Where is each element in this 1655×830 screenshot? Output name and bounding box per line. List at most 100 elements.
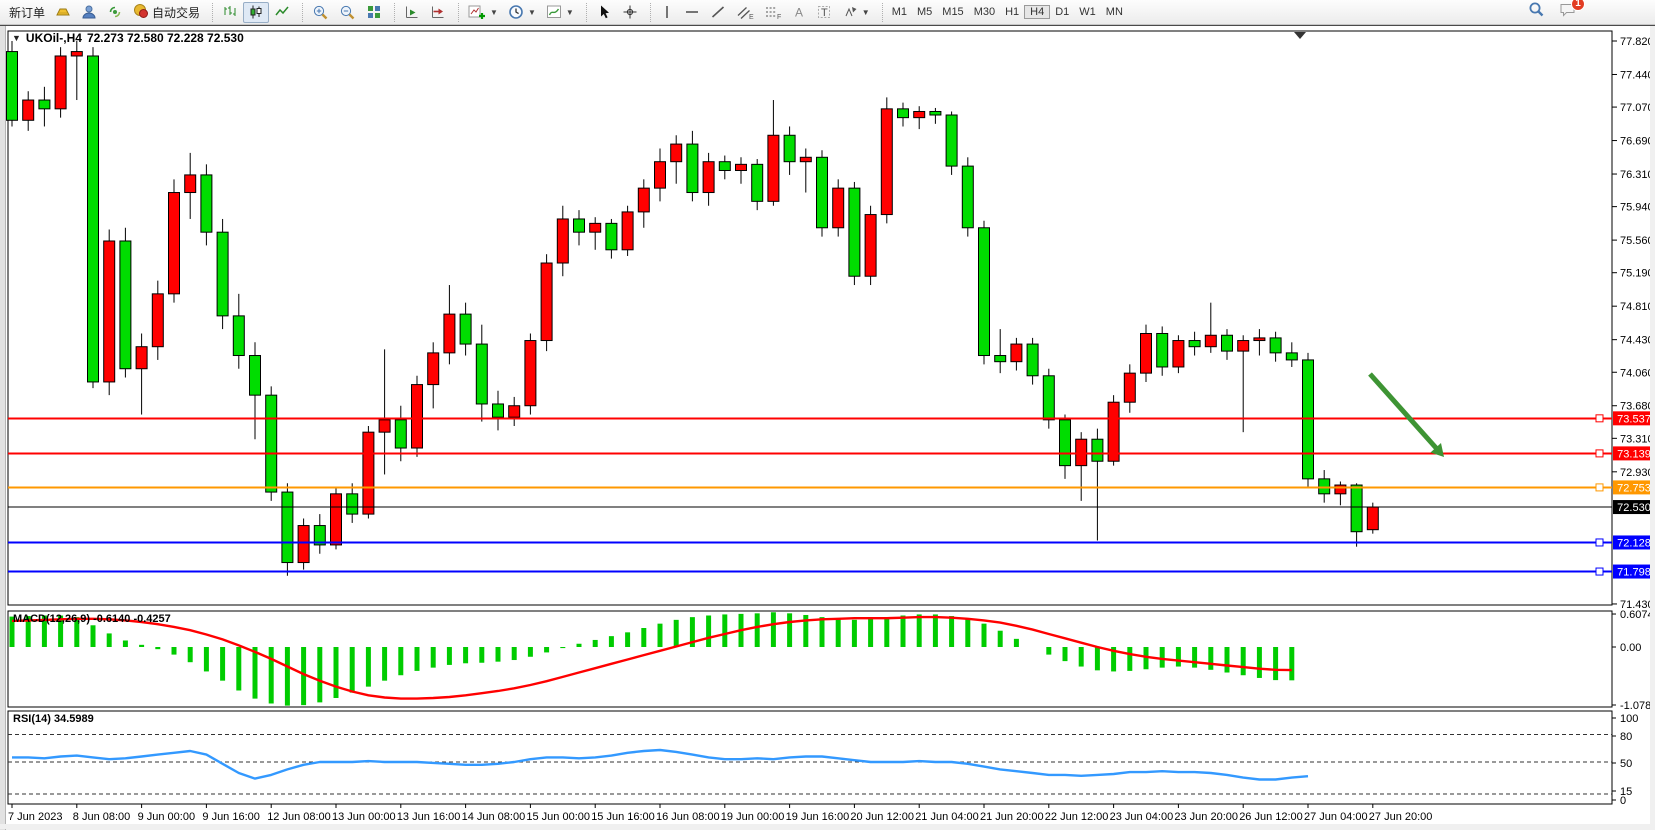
rsi-line bbox=[12, 748, 1309, 781]
time-axis[interactable]: 7 Jun 2023 8 Jun 08:00 9 Jun 00:00 9 Jun 16… bbox=[8, 804, 1432, 823]
svg-text:0.00: 0.00 bbox=[1620, 642, 1641, 654]
chevron-down-icon: ▼ bbox=[527, 7, 536, 17]
channel-tool-icon[interactable]: E bbox=[731, 2, 759, 23]
svg-text:72.930: 72.930 bbox=[1620, 467, 1654, 479]
svg-text:E: E bbox=[749, 14, 754, 20]
price-line-badge: 73.537 bbox=[1613, 411, 1655, 426]
chart-title: ▼ UKOil-,H4 72.273 72.580 72.228 72.530 bbox=[12, 31, 244, 45]
window-left-border bbox=[0, 26, 6, 830]
svg-text:26 Jun 12:00: 26 Jun 12:00 bbox=[1239, 811, 1303, 823]
fibonacci-tool-icon[interactable]: F bbox=[759, 2, 787, 23]
price-axis[interactable]: 77.820 77.440 77.070 76.690 76.310 75.940 75.5… bbox=[1612, 36, 1654, 611]
chevron-down-icon: ▼ bbox=[565, 7, 574, 17]
svg-text:71.798: 71.798 bbox=[1617, 567, 1651, 579]
tab-timeframe-mn[interactable]: MN bbox=[1105, 6, 1123, 18]
price-line-badge: 71.798 bbox=[1613, 564, 1655, 579]
templates-button[interactable]: ▼ bbox=[541, 2, 579, 23]
signals-icon[interactable] bbox=[102, 2, 128, 23]
bar-chart-icon[interactable] bbox=[217, 2, 243, 23]
svg-text:21 Jun 04:00: 21 Jun 04:00 bbox=[915, 811, 979, 823]
toolbar-separator bbox=[206, 2, 214, 22]
svg-text:19 Jun 00:00: 19 Jun 00:00 bbox=[721, 811, 785, 823]
vertical-line-tool-icon[interactable] bbox=[655, 2, 679, 23]
tab-timeframe-m5[interactable]: M5 bbox=[917, 6, 933, 18]
auto-trading-icon bbox=[133, 3, 149, 22]
macd-signal-line bbox=[11, 615, 1292, 700]
svg-text:77.440: 77.440 bbox=[1620, 69, 1654, 81]
svg-text:7 Jun 2023: 7 Jun 2023 bbox=[8, 811, 62, 823]
svg-text:75.560: 75.560 bbox=[1620, 235, 1654, 247]
chart-shift-icon[interactable] bbox=[425, 2, 451, 23]
svg-text:16 Jun 08:00: 16 Jun 08:00 bbox=[656, 811, 720, 823]
text-label-tool-icon[interactable]: T bbox=[811, 2, 837, 23]
svg-text:73.310: 73.310 bbox=[1620, 433, 1654, 445]
tab-timeframe-h1[interactable]: H1 bbox=[1005, 6, 1020, 18]
toolbar-separator bbox=[296, 2, 304, 22]
gold-ingot-icon[interactable] bbox=[50, 2, 76, 23]
arrows-tool-button[interactable]: ▼ bbox=[837, 2, 875, 23]
svg-text:23 Jun 20:00: 23 Jun 20:00 bbox=[1174, 811, 1238, 823]
tab-timeframe-m15[interactable]: M15 bbox=[942, 6, 964, 18]
svg-text:15 Jun 00:00: 15 Jun 00:00 bbox=[526, 811, 590, 823]
svg-text:73.537: 73.537 bbox=[1617, 413, 1651, 425]
periods-clock-button[interactable]: ▼ bbox=[503, 2, 541, 23]
ohlc-values: 72.273 72.580 72.228 72.530 bbox=[86, 31, 244, 45]
new-order-button[interactable]: 新订单 bbox=[4, 2, 50, 23]
line-chart-icon[interactable] bbox=[269, 2, 295, 23]
rsi-indicator-label: RSI(14) 34.5989 bbox=[13, 713, 94, 725]
svg-text:19 Jun 16:00: 19 Jun 16:00 bbox=[786, 811, 850, 823]
trend-arrow[interactable] bbox=[1368, 372, 1444, 457]
text-tool-icon[interactable]: A bbox=[787, 2, 811, 23]
svg-text:27 Jun 04:00: 27 Jun 04:00 bbox=[1304, 811, 1368, 823]
accounts-icon[interactable] bbox=[76, 2, 102, 23]
notifications-button[interactable]: 1 bbox=[1559, 0, 1585, 23]
chart-canvas[interactable]: 77.820 77.440 77.070 76.690 76.310 75.940 75.5… bbox=[0, 26, 1655, 830]
svg-text:A: A bbox=[795, 6, 803, 20]
svg-text:0: 0 bbox=[1620, 795, 1626, 807]
svg-text:50: 50 bbox=[1620, 758, 1632, 770]
tab-timeframe-h4[interactable]: H4 bbox=[1024, 5, 1051, 19]
horizontal-lines[interactable]: 73.537 73.139 72.753 72.530 72.128 71.79… bbox=[8, 411, 1655, 579]
horizontal-line-tool-icon[interactable] bbox=[679, 2, 705, 23]
tile-windows-icon[interactable] bbox=[361, 2, 387, 23]
svg-text:14 Jun 08:00: 14 Jun 08:00 bbox=[462, 811, 526, 823]
search-icon[interactable] bbox=[1528, 1, 1545, 23]
svg-text:77.070: 77.070 bbox=[1620, 102, 1654, 114]
chart-window: 77.820 77.440 77.070 76.690 76.310 75.940 75.5… bbox=[0, 25, 1655, 830]
chevron-down-icon: ▼ bbox=[490, 7, 498, 17]
panel-frames bbox=[7, 30, 1613, 805]
svg-text:72.128: 72.128 bbox=[1617, 537, 1651, 549]
svg-text:23 Jun 04:00: 23 Jun 04:00 bbox=[1110, 811, 1174, 823]
svg-text:75.190: 75.190 bbox=[1620, 268, 1654, 280]
svg-text:75.940: 75.940 bbox=[1620, 202, 1654, 214]
zoom-in-icon[interactable] bbox=[307, 2, 334, 23]
svg-text:9 Jun 00:00: 9 Jun 00:00 bbox=[138, 811, 196, 823]
tab-timeframe-m1[interactable]: M1 bbox=[891, 6, 907, 18]
svg-text:73.139: 73.139 bbox=[1617, 448, 1651, 460]
collapse-triangle-icon[interactable]: ▼ bbox=[12, 33, 21, 43]
cursor-tool-icon[interactable] bbox=[591, 2, 617, 23]
zoom-out-icon[interactable] bbox=[334, 2, 361, 23]
tab-timeframe-w1[interactable]: W1 bbox=[1079, 6, 1096, 18]
notification-badge: 1 bbox=[1571, 0, 1585, 11]
toolbar-separator bbox=[644, 2, 651, 22]
indicators-add-button[interactable]: ▼ bbox=[463, 2, 503, 23]
tab-timeframe-d1[interactable]: D1 bbox=[1055, 6, 1070, 18]
svg-text:13 Jun 00:00: 13 Jun 00:00 bbox=[332, 811, 396, 823]
tab-timeframe-m30[interactable]: M30 bbox=[973, 6, 996, 18]
crosshair-tool-icon[interactable] bbox=[617, 2, 643, 23]
candlestick-chart-icon[interactable] bbox=[243, 1, 270, 23]
svg-text:76.310: 76.310 bbox=[1620, 169, 1654, 181]
svg-text:72.753: 72.753 bbox=[1617, 482, 1651, 494]
price-line-badge: 72.753 bbox=[1613, 480, 1655, 495]
svg-text:100: 100 bbox=[1620, 713, 1638, 725]
auto-scroll-icon[interactable] bbox=[399, 2, 425, 23]
toolbar-separator bbox=[876, 2, 883, 22]
svg-text:71.430: 71.430 bbox=[1620, 599, 1654, 611]
toolbar-separator bbox=[580, 2, 587, 22]
svg-text:72.530: 72.530 bbox=[1617, 502, 1651, 514]
trendline-tool-icon[interactable] bbox=[705, 2, 731, 23]
svg-text:12 Jun 08:00: 12 Jun 08:00 bbox=[267, 811, 331, 823]
svg-text:15 Jun 16:00: 15 Jun 16:00 bbox=[591, 811, 655, 823]
auto-trading-button[interactable]: 自动交易 bbox=[128, 2, 205, 23]
